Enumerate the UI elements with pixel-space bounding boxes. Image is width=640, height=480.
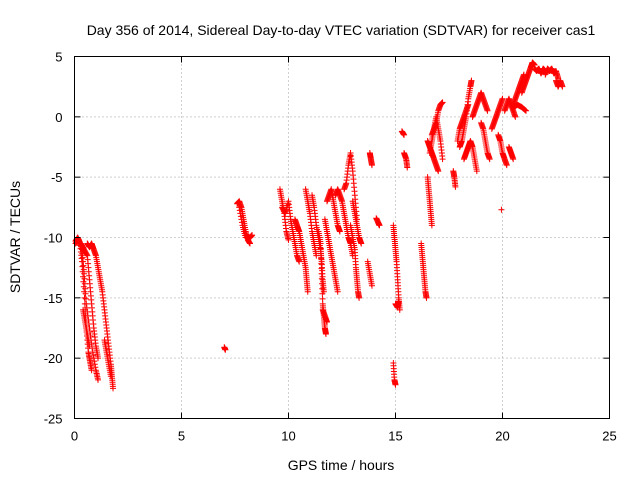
x-tick-label: 20	[495, 429, 509, 444]
y-tick-label: -25	[44, 412, 63, 427]
data-point	[473, 168, 480, 175]
data-point	[81, 270, 88, 277]
data-point	[222, 346, 229, 353]
x-tick-label: 15	[388, 429, 402, 444]
data-point	[368, 162, 375, 169]
data-point	[110, 385, 117, 392]
data-point	[91, 361, 98, 368]
data-point	[281, 209, 288, 216]
data-point	[523, 107, 530, 114]
y-tick-label: -10	[44, 231, 63, 246]
y-tick-labels: -25 -20 -15 -10 -5 0 5	[44, 50, 63, 427]
data-point	[237, 210, 244, 217]
data-point	[401, 131, 408, 138]
data-point	[322, 331, 329, 338]
data-point	[452, 183, 459, 190]
data-point	[510, 156, 517, 163]
data-point	[86, 343, 93, 350]
data-point	[439, 99, 446, 106]
data-point	[238, 219, 245, 226]
data-point	[83, 251, 90, 258]
data-point	[318, 270, 325, 277]
data-point	[486, 156, 493, 163]
data-point	[83, 300, 90, 307]
data-point	[356, 294, 363, 301]
data-point	[324, 318, 331, 325]
data-point	[236, 204, 243, 211]
x-tick-label: 0	[71, 429, 78, 444]
data-point	[90, 352, 97, 359]
data-point	[368, 282, 375, 289]
y-axis-label: SDTVAR / TECUs	[7, 181, 23, 293]
axis-ticks	[74, 56, 610, 419]
data-point	[319, 280, 326, 287]
y-tick-label: 5	[55, 50, 62, 65]
data-point	[395, 298, 402, 305]
data-point	[428, 222, 435, 229]
x-axis-label: GPS time / hours	[288, 457, 395, 473]
data-point	[503, 162, 510, 169]
data-point	[81, 294, 88, 301]
data-point	[236, 207, 243, 214]
data-point	[423, 294, 430, 301]
data-point	[285, 236, 292, 243]
data-point	[468, 77, 475, 84]
x-tick-label: 25	[602, 429, 616, 444]
data-point	[95, 355, 102, 362]
x-tick-labels: 0 5 10 15 20 25	[71, 429, 617, 444]
x-tick-label: 5	[178, 429, 185, 444]
data-point	[499, 95, 506, 102]
data-point	[559, 83, 566, 90]
y-tick-label: -15	[44, 291, 63, 306]
data-point	[404, 164, 411, 171]
data-point	[317, 250, 324, 257]
grid-lines	[74, 56, 610, 419]
data-point	[498, 206, 505, 213]
data-point	[95, 376, 102, 383]
data-point	[512, 113, 519, 120]
x-tick-label: 10	[281, 429, 295, 444]
data-point	[318, 265, 325, 272]
data-point	[317, 240, 324, 247]
data-point	[439, 156, 446, 163]
data-point	[376, 222, 383, 229]
data-point	[392, 381, 399, 388]
data-point	[319, 290, 326, 297]
y-tick-label: -20	[44, 351, 63, 366]
chart-title: Day 356 of 2014, Sidereal Day-to-day VTE…	[87, 22, 596, 38]
data-point	[83, 304, 90, 311]
data-point	[238, 216, 245, 223]
data-point	[107, 373, 114, 380]
data-point	[318, 260, 325, 267]
data-point	[296, 258, 303, 265]
data-point	[522, 107, 529, 114]
y-tick-label: -5	[51, 170, 63, 185]
data-point	[82, 295, 89, 302]
data-point	[521, 106, 528, 113]
data-point	[246, 240, 253, 247]
data-points	[72, 59, 566, 392]
data-point	[484, 107, 491, 114]
data-point	[358, 240, 365, 247]
data-point	[82, 290, 89, 297]
data-point	[317, 245, 324, 252]
data-point	[249, 232, 256, 239]
data-point	[336, 228, 343, 235]
data-point	[304, 288, 311, 295]
data-point	[82, 285, 89, 292]
data-point	[92, 364, 99, 371]
data-point	[237, 213, 244, 220]
data-point	[318, 275, 325, 282]
data-point	[319, 285, 326, 292]
data-point	[319, 295, 326, 302]
data-point	[91, 358, 98, 365]
data-point	[334, 288, 341, 295]
data-point	[81, 275, 88, 282]
y-tick-label: 0	[55, 110, 62, 125]
data-point	[435, 168, 442, 175]
data-point	[79, 263, 86, 270]
data-point	[318, 255, 325, 262]
